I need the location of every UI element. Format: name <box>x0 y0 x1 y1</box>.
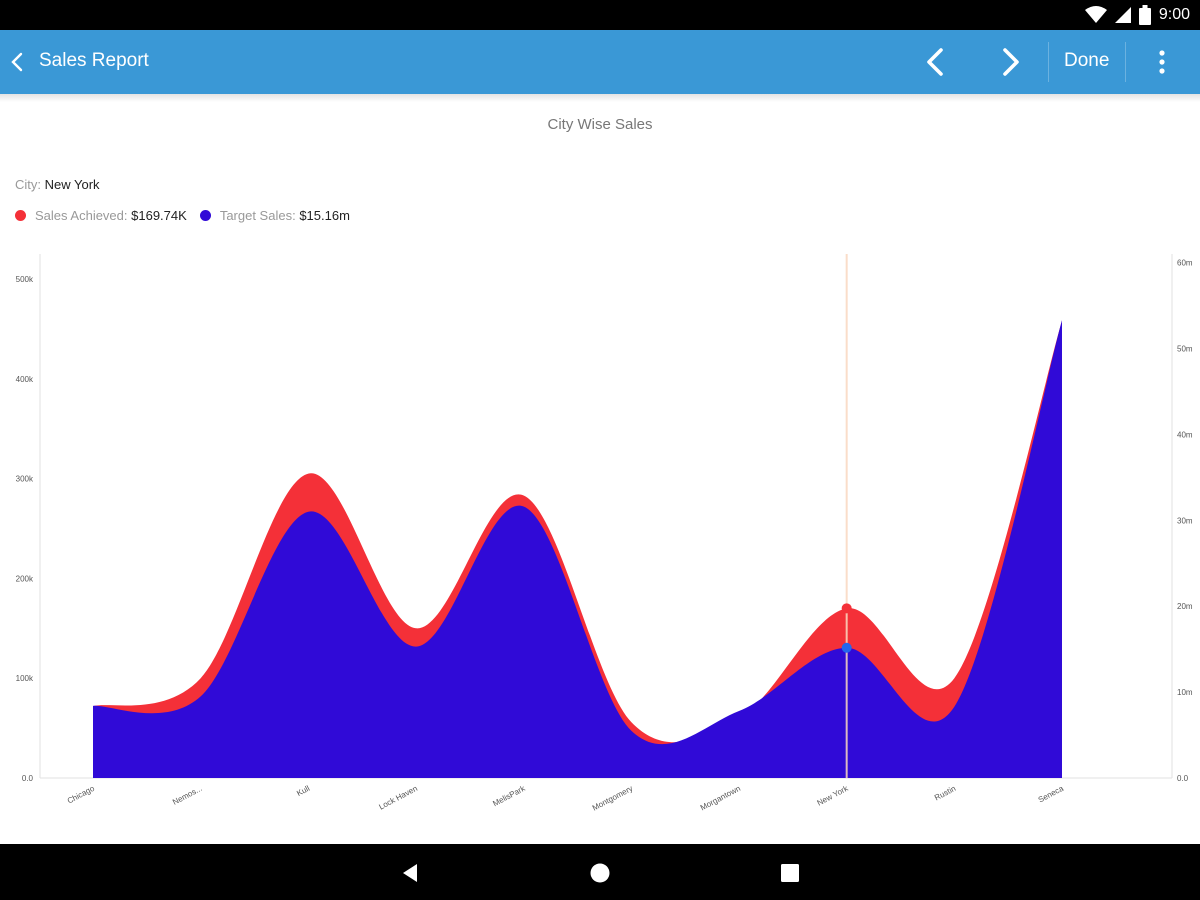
signal-icon <box>1114 7 1131 23</box>
system-nav-bar <box>0 844 1200 900</box>
x-tick-label: Lock Haven <box>377 784 419 812</box>
recents-square-icon[interactable] <box>778 861 802 885</box>
done-button[interactable]: Done <box>1064 50 1110 71</box>
y-left-tick-label: 0.0 <box>22 774 34 783</box>
chevron-left-icon[interactable] <box>917 44 953 80</box>
back-triangle-icon[interactable] <box>398 861 422 885</box>
target-sales-value: $15.16m <box>299 208 350 223</box>
tooltip-city-label: City: <box>15 177 41 192</box>
city-sales-chart[interactable]: 0.0 100k 200k 300k 400k 500k 0.0 10m 20m 30m 40m 50… <box>0 94 1200 844</box>
wifi-icon <box>1084 6 1107 23</box>
home-circle-icon[interactable] <box>588 861 612 885</box>
y-right-tick-label: 50m <box>1177 344 1193 353</box>
status-bar: 9:00 <box>0 0 1200 30</box>
sales-achieved-label: Sales Achieved: <box>35 208 128 223</box>
y-right-tick-label: 40m <box>1177 430 1193 439</box>
x-tick-label: Kull <box>295 784 311 798</box>
y-left-tick-label: 400k <box>16 375 34 384</box>
sales-achieved-dot <box>15 210 26 221</box>
page-title: Sales Report <box>39 50 149 71</box>
divider <box>1048 42 1049 82</box>
y-left-tick-label: 100k <box>16 674 34 683</box>
x-tick-label: Montgomery <box>591 784 634 813</box>
target-sales-area <box>93 320 1062 778</box>
tooltip-city-value: New York <box>44 177 100 192</box>
x-tick-label: Chicago <box>66 784 97 806</box>
chevron-right-icon[interactable] <box>993 44 1029 80</box>
y-right-tick-label: 20m <box>1177 602 1193 611</box>
sales-achieved-marker <box>841 603 852 614</box>
tooltip-city: City: New York <box>15 177 100 192</box>
x-tick-label: New York <box>816 783 851 807</box>
app-bar-shadow <box>0 94 1200 102</box>
chart-area: City Wise Sales City: New York Sales Ach… <box>0 94 1200 844</box>
chart-title: City Wise Sales <box>547 116 653 133</box>
x-tick-label: Nemos... <box>171 784 203 807</box>
y-right-tick-label: 0.0 <box>1177 774 1189 783</box>
sales-achieved-value: $169.74K <box>131 208 187 223</box>
battery-icon <box>1138 5 1151 25</box>
y-right-tick-label: 60m <box>1177 259 1193 268</box>
tooltip-series: Sales Achieved: $169.74K Target Sales: $… <box>15 208 350 223</box>
y-left-tick-label: 200k <box>16 574 34 583</box>
divider <box>1125 42 1126 82</box>
x-tick-label: Morgantown <box>699 784 742 813</box>
app-bar: Sales Report Done <box>0 30 1200 94</box>
back-arrow-icon[interactable] <box>6 46 28 78</box>
target-sales-dot <box>199 210 211 221</box>
y-left-tick-label: 300k <box>16 475 34 484</box>
y-right-tick-label: 10m <box>1177 688 1193 697</box>
x-tick-label: Rustin <box>933 784 957 803</box>
target-sales-marker <box>841 642 852 653</box>
x-tick-label: Seneca <box>1037 784 1066 805</box>
x-tick-label: MelisPark <box>491 783 527 808</box>
more-vert-icon[interactable] <box>1146 46 1178 78</box>
y-left-tick-label: 500k <box>16 275 34 284</box>
target-sales-label: Target Sales: <box>219 208 296 223</box>
status-time: 9:00 <box>1158 6 1190 23</box>
y-right-tick-label: 30m <box>1177 516 1193 525</box>
